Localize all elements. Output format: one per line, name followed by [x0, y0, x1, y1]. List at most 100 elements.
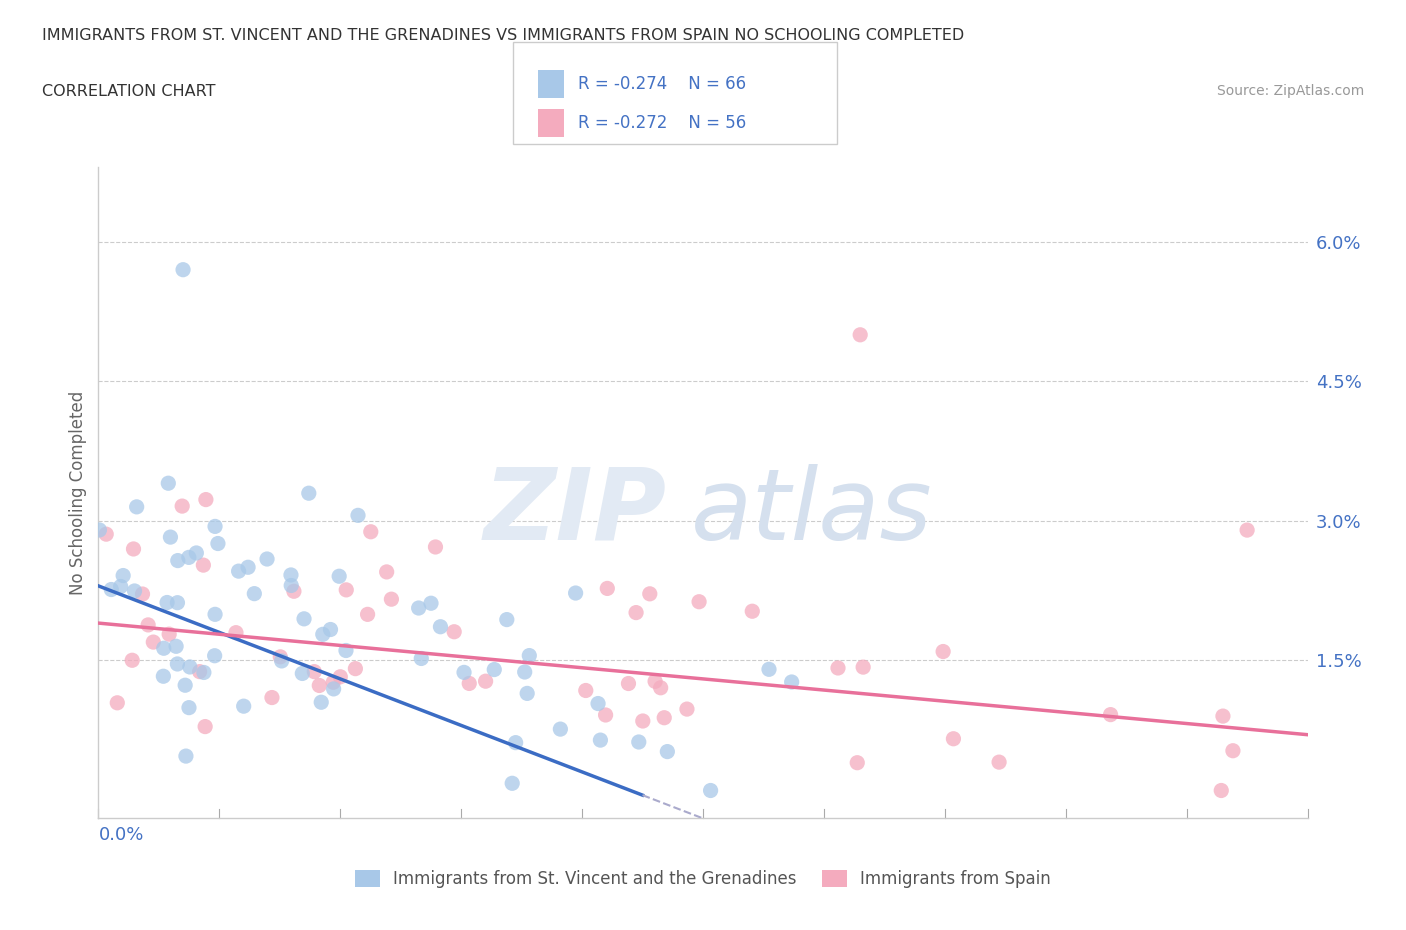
Point: [152, 669, 174, 684]
Point: [650, 681, 672, 696]
Legend: Immigrants from St. Vincent and the Grenadines, Immigrants from Spain: Immigrants from St. Vincent and the Gren…: [349, 863, 1057, 895]
Point: [501, 776, 523, 790]
Point: [589, 733, 612, 748]
Point: [228, 564, 250, 578]
Text: 0.0%: 0.0%: [98, 826, 143, 844]
Point: [194, 719, 217, 734]
Point: [699, 783, 721, 798]
Point: [627, 735, 650, 750]
Point: [586, 696, 609, 711]
Point: [156, 595, 179, 610]
Point: [152, 641, 174, 656]
Point: [335, 582, 357, 597]
Point: [347, 508, 370, 523]
Point: [194, 492, 217, 507]
Point: [631, 713, 654, 728]
Point: [269, 649, 291, 664]
Point: [780, 674, 803, 689]
Point: [638, 587, 661, 602]
Point: [380, 591, 402, 606]
Point: [411, 651, 433, 666]
Point: [174, 749, 197, 764]
Point: [758, 662, 780, 677]
Point: [177, 550, 200, 565]
Point: [596, 581, 619, 596]
Point: [741, 604, 763, 618]
Point: [172, 498, 194, 513]
Point: [207, 536, 229, 551]
Point: [329, 670, 352, 684]
Point: [617, 676, 640, 691]
Point: [159, 530, 181, 545]
Point: [112, 568, 135, 583]
Point: [517, 648, 540, 663]
Point: [308, 678, 330, 693]
Point: [644, 674, 666, 689]
Text: R = -0.274    N = 66: R = -0.274 N = 66: [578, 74, 747, 93]
Text: IMMIGRANTS FROM ST. VINCENT AND THE GRENADINES VS IMMIGRANTS FROM SPAIN NO SCHOO: IMMIGRANTS FROM ST. VINCENT AND THE GREN…: [42, 28, 965, 43]
Point: [125, 499, 148, 514]
Point: [236, 560, 259, 575]
Point: [564, 586, 586, 601]
Point: [322, 675, 344, 690]
Point: [172, 262, 194, 277]
Point: [852, 659, 875, 674]
Point: [124, 583, 146, 598]
Point: [256, 551, 278, 566]
Point: [356, 607, 378, 622]
Point: [319, 622, 342, 637]
Point: [676, 701, 699, 716]
Point: [322, 682, 344, 697]
Point: [458, 676, 481, 691]
Point: [827, 660, 849, 675]
Point: [96, 526, 118, 541]
Point: [142, 634, 165, 649]
Point: [292, 611, 315, 626]
Point: [165, 639, 187, 654]
Point: [474, 673, 496, 688]
Point: [657, 744, 679, 759]
Point: [157, 476, 180, 491]
Point: [177, 700, 200, 715]
Point: [1212, 709, 1234, 724]
Point: [312, 627, 335, 642]
Point: [652, 711, 675, 725]
Point: [360, 525, 382, 539]
Point: [298, 485, 321, 500]
Point: [484, 662, 506, 677]
Point: [304, 664, 326, 679]
Point: [166, 657, 188, 671]
Point: [495, 612, 517, 627]
Point: [988, 755, 1011, 770]
Point: [846, 755, 869, 770]
Point: [166, 553, 188, 568]
Point: [443, 624, 465, 639]
Point: [193, 665, 215, 680]
Point: [408, 601, 430, 616]
Point: [179, 659, 201, 674]
Point: [942, 731, 965, 746]
Point: [344, 661, 367, 676]
Y-axis label: No Schooling Completed: No Schooling Completed: [69, 391, 87, 595]
Point: [166, 595, 188, 610]
Point: [204, 607, 226, 622]
Point: [280, 578, 302, 593]
Point: [157, 627, 180, 642]
Point: [1211, 783, 1233, 798]
Point: [309, 695, 332, 710]
Point: [204, 519, 226, 534]
Point: [624, 605, 647, 620]
Point: [260, 690, 283, 705]
Point: [1236, 523, 1258, 538]
Text: CORRELATION CHART: CORRELATION CHART: [42, 84, 215, 99]
Point: [932, 644, 955, 659]
Point: [595, 708, 617, 723]
Point: [232, 698, 254, 713]
Point: [174, 678, 197, 693]
Text: atlas: atlas: [690, 464, 932, 561]
Text: ZIP: ZIP: [484, 464, 666, 561]
Point: [136, 618, 159, 632]
Point: [550, 722, 572, 737]
Point: [429, 619, 451, 634]
Point: [193, 558, 215, 573]
